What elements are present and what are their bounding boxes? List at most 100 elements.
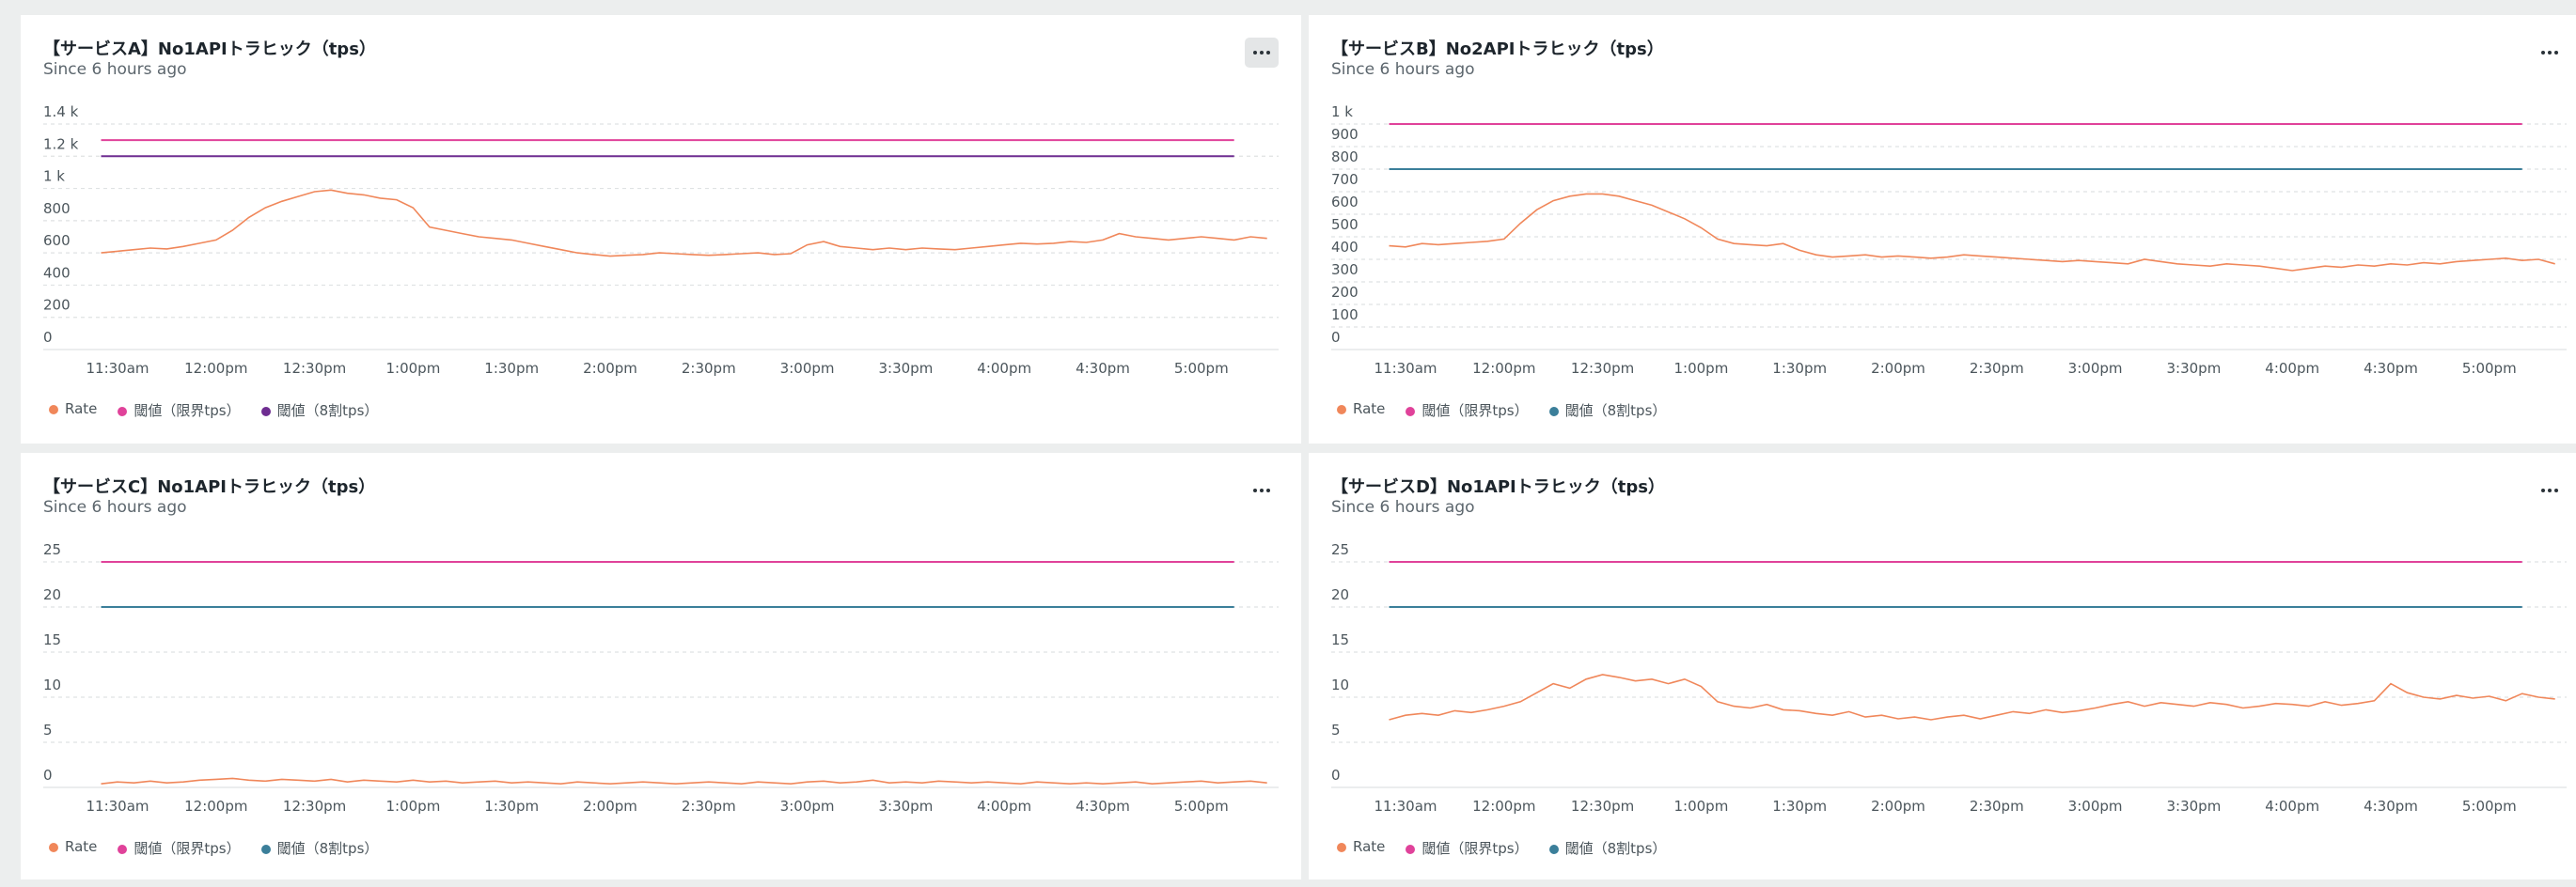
legend-label: 閾値（8割tps） (276, 402, 379, 419)
chart-title: 【サービスD】No1APIトラヒック（tps） (1331, 477, 1665, 497)
chart: 0 100 200 300 400 500 600 700 800 900 1 k 11:30am 12… (1331, 51, 2567, 377)
y-tick-label: 700 (1331, 171, 1359, 188)
x-tick-label: 12:30pm (283, 798, 346, 815)
x-tick-label: 3:00pm (2068, 360, 2123, 377)
x-tick-label: 12:00pm (1472, 798, 1535, 815)
x-tick-label: 1:30pm (484, 798, 539, 815)
x-tick-label: 4:30pm (1076, 798, 1130, 815)
y-tick-label: 200 (43, 297, 71, 314)
x-tick-label: 4:00pm (2265, 798, 2319, 815)
legend-item[interactable]: Rate (49, 838, 97, 858)
menu-button[interactable] (2541, 489, 2558, 492)
legend: Rate 閾値（限界tps） 閾値（8割tps） (1337, 838, 1666, 858)
x-tick-label: 2:00pm (1871, 360, 1925, 377)
y-tick-label: 0 (43, 767, 53, 784)
menu-button[interactable] (1253, 489, 1270, 492)
x-tick-label: 3:30pm (2166, 798, 2221, 815)
menu-dot (1260, 51, 1264, 54)
legend-swatch (1337, 404, 1346, 414)
x-tick-label: 4:00pm (977, 798, 1031, 815)
legend-item[interactable]: Rate (1337, 400, 1385, 420)
legend-swatch (1548, 844, 1559, 854)
x-tick-label: 1:00pm (1673, 360, 1728, 377)
x-tick-label: 4:30pm (2364, 798, 2418, 815)
y-tick-label: 100 (1331, 306, 1359, 323)
menu-dot (2554, 489, 2558, 492)
legend-item[interactable]: 閾値（限界tps） (1406, 400, 1529, 420)
chart-title: 【サービスC】No1APIトラヒック（tps） (43, 477, 376, 497)
legend-item[interactable]: 閾値（限界tps） (118, 838, 241, 858)
y-tick-label: 1 k (1331, 103, 1353, 120)
legend-item[interactable]: 閾値（8割tps） (1548, 838, 1666, 858)
x-tick-label: 12:00pm (1472, 360, 1535, 377)
legend-label: Rate (65, 400, 98, 417)
menu-dot (1266, 51, 1270, 54)
y-tick-label: 600 (1331, 194, 1359, 210)
legend-item[interactable]: 閾値（限界tps） (1406, 838, 1529, 858)
x-tick-label: 12:30pm (283, 360, 346, 377)
x-tick-label: 2:00pm (583, 360, 637, 377)
legend-swatch (49, 404, 58, 414)
y-tick-label: 400 (43, 264, 71, 281)
x-tick-label: 2:00pm (583, 798, 637, 815)
x-tick-label: 11:30am (86, 798, 149, 815)
x-tick-label: 12:30pm (1571, 798, 1634, 815)
legend-swatch (260, 406, 271, 416)
legend-swatch (1548, 406, 1559, 416)
series-line (1389, 674, 2555, 721)
y-tick-label: 900 (1331, 126, 1359, 143)
menu-dot (2541, 489, 2545, 492)
x-tick-label: 4:30pm (2364, 360, 2418, 377)
legend-item[interactable]: 閾値（8割tps） (260, 400, 379, 420)
menu-dot (2541, 51, 2545, 54)
legend-swatch (118, 844, 128, 854)
menu-button[interactable] (1245, 38, 1279, 68)
legend: Rate 閾値（限界tps） 閾値（8割tps） (49, 838, 378, 858)
x-tick-label: 2:00pm (1871, 798, 1925, 815)
y-tick-label: 300 (1331, 261, 1359, 278)
x-tick-label: 1:30pm (484, 360, 539, 377)
legend-swatch (118, 406, 128, 416)
menu-dot (2548, 489, 2552, 492)
chart-subtitle: Since 6 hours ago (43, 498, 187, 517)
legend-swatch (49, 842, 58, 852)
legend-item[interactable]: 閾値（8割tps） (1548, 400, 1667, 420)
y-tick-label: 1.4 k (43, 103, 79, 120)
legend-item[interactable]: Rate (49, 400, 97, 420)
y-tick-label: 25 (1331, 541, 1349, 558)
series-line (101, 777, 1267, 786)
chart: 0 5 10 15 20 25 11:30am 12:00pm 12:30pm 1:00pm 1:3… (43, 489, 1279, 815)
y-tick-label: 1.2 k (43, 135, 79, 152)
x-tick-label: 5:00pm (2462, 360, 2517, 377)
legend-item[interactable]: Rate (1337, 838, 1385, 858)
y-tick-label: 0 (43, 329, 53, 346)
x-tick-label: 3:00pm (780, 360, 835, 377)
y-tick-label: 0 (1331, 329, 1341, 346)
x-tick-label: 4:30pm (1076, 360, 1130, 377)
menu-dot (1253, 51, 1257, 54)
series-line (101, 189, 1267, 257)
chart-subtitle: Since 6 hours ago (1331, 498, 1475, 517)
chart-panel: 【サービスA】No1APIトラヒック（tps） Since 6 hours ago… (21, 15, 1301, 444)
legend-swatch (1337, 842, 1346, 852)
menu-dot (1260, 489, 1264, 492)
legend-item[interactable]: 閾値（8割tps） (260, 838, 378, 858)
x-tick-label: 1:30pm (1772, 360, 1827, 377)
chart-panel: 【サービスC】No1APIトラヒック（tps） Since 6 hours ago… (21, 453, 1301, 879)
x-tick-label: 4:00pm (977, 360, 1031, 377)
x-tick-label: 3:30pm (2166, 360, 2221, 377)
x-tick-label: 11:30am (1374, 360, 1437, 377)
y-tick-label: 200 (1331, 284, 1359, 301)
x-tick-label: 2:30pm (682, 360, 736, 377)
x-tick-label: 4:00pm (2265, 360, 2319, 377)
legend-item[interactable]: 閾値（限界tps） (118, 400, 241, 420)
menu-button[interactable] (2541, 51, 2558, 54)
x-tick-label: 1:00pm (385, 360, 440, 377)
x-tick-label: 5:00pm (1174, 798, 1229, 815)
y-tick-label: 500 (1331, 216, 1359, 233)
chart-subtitle: Since 6 hours ago (43, 60, 187, 79)
legend: Rate 閾値（限界tps） 閾値（8割tps） (49, 400, 378, 420)
legend-label: 閾値（8割tps） (1564, 402, 1667, 419)
